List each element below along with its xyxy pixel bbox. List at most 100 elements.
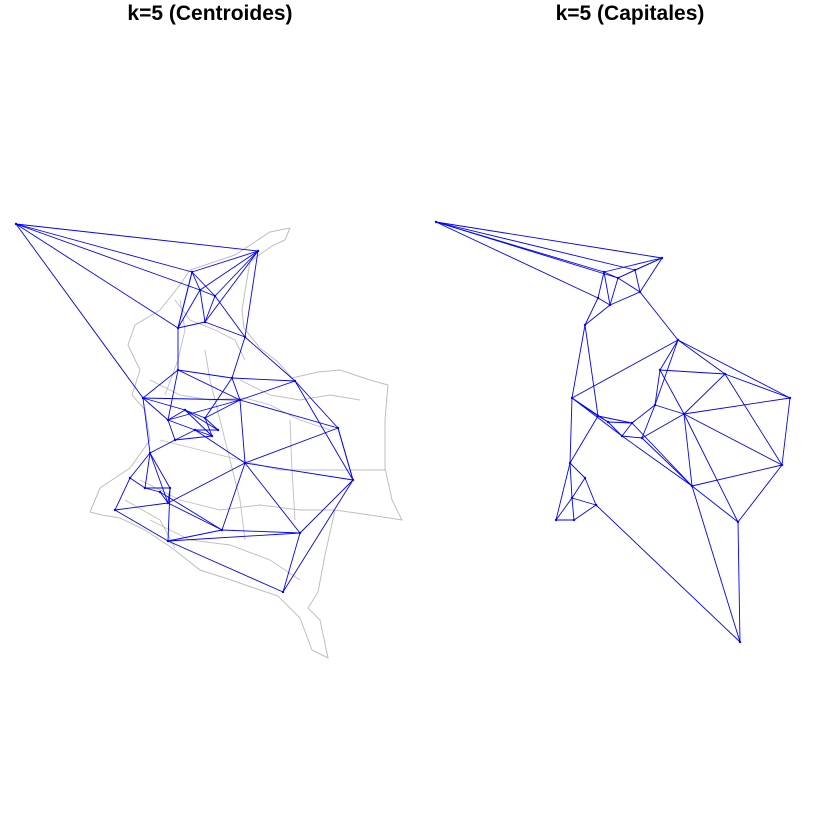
graph-node — [572, 518, 576, 522]
knn-edge — [677, 339, 726, 375]
knn-edges-capitales — [434, 220, 792, 644]
graph-node — [788, 396, 792, 400]
knn-edge — [204, 417, 213, 437]
knn-edge — [15, 223, 201, 291]
knn-edge — [631, 422, 693, 487]
graph-node — [602, 270, 606, 274]
knn-edge — [142, 369, 179, 399]
knn-edge — [597, 297, 611, 306]
knn-edge — [239, 399, 339, 429]
knn-edge — [781, 397, 791, 466]
knn-edge — [571, 324, 586, 399]
knn-edge — [299, 479, 354, 534]
department-border — [124, 499, 176, 549]
knn-edge — [244, 336, 296, 382]
knn-edge — [177, 369, 241, 401]
knn-edge — [167, 419, 176, 441]
graph-node — [176, 368, 180, 372]
graph-node — [176, 326, 180, 330]
country-outline — [89, 227, 403, 659]
knn-edge — [191, 271, 216, 297]
knn-edge — [603, 271, 611, 306]
knn-edge — [294, 380, 354, 481]
knn-edge — [239, 399, 246, 464]
graph-node — [682, 412, 686, 416]
knn-edge — [184, 409, 206, 419]
knn-edge — [641, 413, 685, 439]
knn-edge — [435, 221, 663, 259]
graph-node — [676, 338, 680, 342]
graph-node — [238, 398, 242, 402]
department-border — [174, 299, 246, 361]
knn-edge — [584, 324, 599, 417]
graph-node — [594, 503, 598, 507]
knn-edge — [435, 221, 599, 299]
knn-edge — [149, 439, 176, 454]
graph-node — [168, 486, 172, 490]
knn-edge — [607, 421, 623, 437]
graph-node — [166, 539, 170, 543]
knn-edge — [184, 409, 219, 431]
graph-node — [723, 372, 727, 376]
graph-node — [158, 490, 162, 494]
knn-edge — [654, 369, 661, 406]
knn-edge — [244, 427, 339, 464]
knn-edge — [194, 429, 246, 464]
knn-edge — [167, 409, 186, 421]
knn-edge — [144, 452, 151, 489]
knn-edge — [282, 532, 301, 593]
knn-edge — [621, 422, 633, 437]
knn-edge — [617, 277, 641, 293]
knn-edge — [244, 462, 301, 534]
knn-edge — [177, 271, 193, 329]
graph-node — [620, 434, 624, 438]
graph-node — [616, 276, 620, 280]
graph-node — [173, 438, 177, 442]
graph-node — [203, 320, 207, 324]
knn-edge — [174, 429, 196, 441]
knn-edge — [282, 479, 354, 593]
panel-capitales: k=5 (Capitales) — [420, 0, 840, 840]
knn-edge — [167, 419, 196, 431]
graph-node — [281, 590, 285, 594]
graph-node — [336, 426, 340, 430]
knn-edge — [159, 491, 223, 531]
knn-edge — [244, 250, 259, 338]
knn-edge — [737, 464, 783, 523]
knn-edge — [167, 487, 171, 542]
knn-edge — [621, 435, 693, 487]
graph-node — [203, 416, 207, 420]
knn-edge — [177, 289, 201, 329]
knn-edge — [435, 221, 636, 271]
graph-node — [690, 484, 694, 488]
knn-edge — [177, 369, 233, 379]
knn-edge — [114, 509, 169, 542]
knn-edge — [199, 289, 206, 323]
knn-edge — [114, 502, 169, 511]
knn-edge — [724, 373, 791, 399]
knn-edge — [659, 369, 685, 415]
knn-edge — [597, 415, 609, 423]
knn-edge — [659, 339, 679, 371]
knn-edge — [584, 297, 599, 326]
graph-node — [243, 335, 247, 339]
knn-edges-centroides — [14, 222, 355, 594]
knn-edge — [231, 336, 246, 379]
knn-edge — [737, 521, 741, 643]
graph-node — [113, 508, 117, 512]
knn-edge — [584, 477, 597, 506]
graph-node — [166, 418, 170, 422]
knn-edge — [167, 399, 241, 421]
knn-edge — [571, 497, 575, 521]
graph-node — [351, 478, 355, 482]
knn-edge — [142, 397, 169, 421]
knn-edge — [691, 464, 783, 487]
knn-edge — [294, 380, 339, 429]
knn-edge — [231, 377, 296, 382]
knn-edge — [603, 257, 663, 273]
knn-edge — [691, 485, 739, 523]
knn-edge — [167, 369, 179, 421]
knn-edge — [654, 404, 685, 415]
knn-edge — [231, 377, 241, 401]
knn-edge — [607, 421, 633, 424]
